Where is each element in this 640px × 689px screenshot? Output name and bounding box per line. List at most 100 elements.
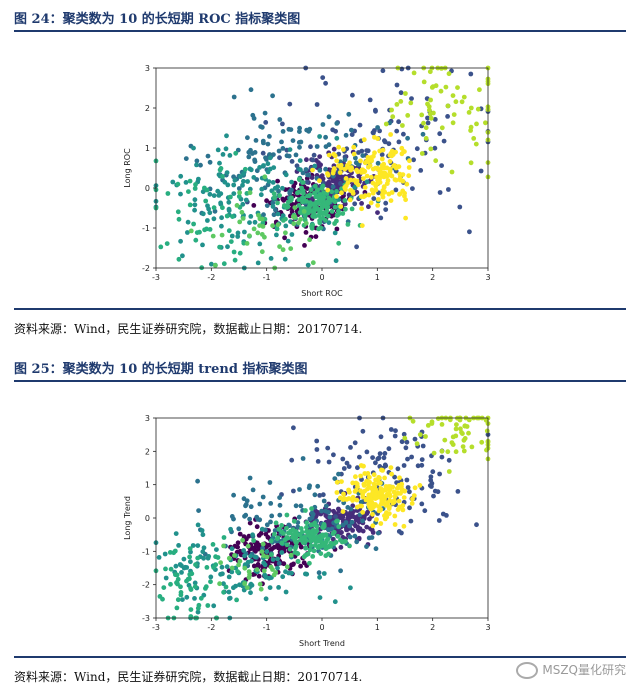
figure-24-title: 图 24：聚类数为 10 的长短期 ROC 指标聚类图 xyxy=(14,12,301,27)
scatter-point xyxy=(325,544,331,550)
scatter-point xyxy=(445,114,450,119)
scatter-point xyxy=(211,216,217,222)
scatter-point xyxy=(320,176,326,182)
scatter-point xyxy=(343,206,348,212)
scatter-point xyxy=(245,179,250,184)
scatter-point xyxy=(275,211,281,217)
scatter-point xyxy=(240,182,245,188)
scatter-point xyxy=(274,232,279,238)
scatter-point xyxy=(250,532,256,538)
scatter-point xyxy=(247,233,252,239)
scatter-point xyxy=(173,563,179,569)
scatter-point xyxy=(231,492,236,498)
scatter-point xyxy=(376,197,381,202)
scatter-point xyxy=(291,518,297,524)
scatter-point xyxy=(430,469,436,475)
scatter-point xyxy=(304,529,310,534)
wechat-icon xyxy=(516,662,539,679)
scatter-point xyxy=(289,187,294,193)
scatter-point xyxy=(282,256,288,262)
scatter-point xyxy=(332,153,338,159)
scatter-point xyxy=(382,189,388,195)
scatter-point xyxy=(338,544,344,550)
scatter-point xyxy=(364,179,370,185)
scatter-point xyxy=(351,144,357,150)
scatter-point xyxy=(209,261,214,267)
scatter-point xyxy=(307,483,312,489)
scatter-point xyxy=(389,107,394,113)
scatter-point xyxy=(221,261,227,267)
scatter-point xyxy=(258,531,264,536)
scatter-point xyxy=(399,439,405,445)
scatter-point xyxy=(295,559,301,564)
scatter-point xyxy=(236,194,242,199)
scatter-point xyxy=(373,460,378,466)
scatter-point xyxy=(267,480,273,485)
figure-24-bottom-rule xyxy=(14,308,626,310)
scatter-point xyxy=(229,569,235,575)
scatter-point xyxy=(247,186,253,192)
scatter-point xyxy=(326,551,331,557)
scatter-point xyxy=(365,155,371,160)
scatter-point xyxy=(403,215,408,221)
scatter-point xyxy=(210,542,216,547)
trend-scatter-plot: -3 -2 -1 0 1 2 3 -3 -2 -1 0 1 2 3 Short Trend Long Tren… xyxy=(123,414,491,648)
scatter-point xyxy=(193,562,198,568)
x-tick-label: 0 xyxy=(319,623,324,632)
scatter-point xyxy=(317,595,323,600)
scatter-point xyxy=(317,178,322,184)
scatter-point xyxy=(275,222,281,228)
scatter-point xyxy=(366,492,372,498)
scatter-point xyxy=(192,207,197,213)
scatter-point xyxy=(436,518,442,523)
scatter-point xyxy=(284,153,290,159)
scatter-point xyxy=(174,605,180,611)
scatter-point xyxy=(171,550,177,556)
scatter-point xyxy=(272,195,277,200)
scatter-point xyxy=(343,520,349,525)
scatter-point xyxy=(302,213,308,219)
x-tick-label: 2 xyxy=(430,623,435,632)
scatter-point xyxy=(270,567,275,572)
x-tick-label: -2 xyxy=(207,273,215,282)
scatter-point xyxy=(407,489,412,495)
scatter-point xyxy=(388,198,394,204)
scatter-point xyxy=(181,556,187,562)
scatter-point xyxy=(320,525,326,531)
scatter-point xyxy=(183,156,189,161)
scatter-point xyxy=(331,146,337,152)
scatter-point xyxy=(379,487,385,493)
scatter-point xyxy=(305,532,311,538)
scatter-point xyxy=(368,496,374,502)
scatter-point xyxy=(268,501,274,506)
scatter-point xyxy=(268,256,274,261)
scatter-point xyxy=(471,136,477,141)
y-tick-label: 0 xyxy=(145,184,150,193)
scatter-point xyxy=(382,451,388,456)
scatter-point xyxy=(194,158,200,164)
scatter-point xyxy=(351,514,356,520)
scatter-point xyxy=(441,138,447,144)
scatter-point xyxy=(233,565,239,571)
scatter-point xyxy=(235,230,241,236)
scatter-point xyxy=(276,148,282,154)
scatter-point xyxy=(190,543,196,548)
x-tick-label: 0 xyxy=(319,273,324,282)
scatter-point xyxy=(409,454,414,460)
scatter-point xyxy=(354,539,360,545)
scatter-point xyxy=(365,471,371,476)
scatter-point xyxy=(260,150,266,156)
scatter-point xyxy=(255,260,261,266)
scatter-point xyxy=(376,480,381,486)
scatter-point xyxy=(262,110,268,116)
scatter-point xyxy=(268,538,274,544)
scatter-point xyxy=(446,469,452,474)
scatter-point xyxy=(237,558,243,564)
scatter-point xyxy=(297,125,302,131)
scatter-point xyxy=(336,471,341,477)
scatter-point xyxy=(307,237,312,243)
scatter-point xyxy=(450,120,456,126)
scatter-point xyxy=(254,567,260,572)
scatter-point xyxy=(270,180,276,185)
